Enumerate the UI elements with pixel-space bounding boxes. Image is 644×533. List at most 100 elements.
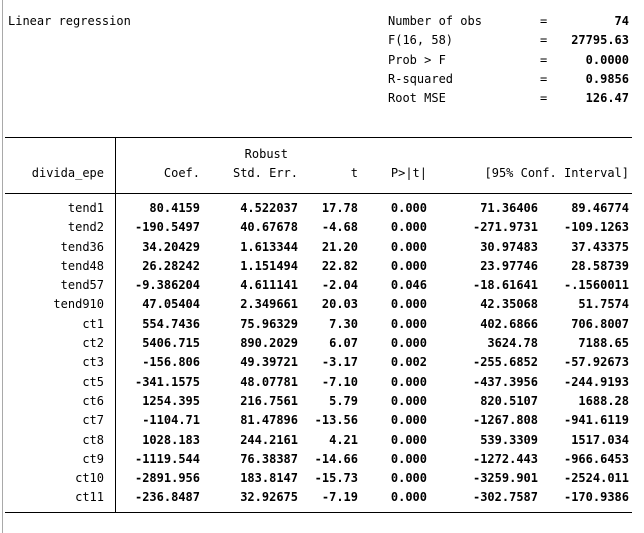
cell-p-value: 0.000	[390, 413, 427, 428]
cell-coefficient: 1028.183	[142, 432, 200, 447]
cell-t-statistic: -2.04	[321, 278, 358, 293]
cell-conf-low: 820.5107	[480, 393, 538, 408]
cell-conf-low: 23.97746	[480, 258, 538, 273]
equals-sign: =	[540, 52, 548, 67]
empty-cell	[0, 145, 104, 164]
cell-t-statistic: 21.20	[321, 239, 358, 254]
stat-value: 0.9856	[585, 71, 629, 86]
stat-value: 74	[614, 14, 629, 28]
cell-coefficient: -1104.71	[142, 413, 200, 428]
coef-table-row: ct8 1028.183 244.2161 4.21 0.000 539.330…	[0, 431, 644, 450]
cell-std-err: 49.39721	[240, 355, 298, 370]
col-header-t: t	[350, 166, 358, 181]
cell-conf-high: 28.58739	[571, 258, 629, 273]
stat-row-root-mse: Root MSE = 126.47	[388, 89, 629, 108]
cell-conf-low: -302.7587	[472, 490, 538, 505]
cell-coefficient: 26.28242	[142, 258, 200, 273]
cell-p-value: 0.046	[390, 278, 427, 293]
cell-conf-high: -244.9193	[563, 374, 629, 389]
cell-std-err: 40.67678	[240, 220, 298, 235]
cell-std-err: 81.47896	[240, 413, 298, 428]
cell-variable-name: ct5	[82, 374, 104, 389]
coef-table-header: Robust divida_epe Coef. Std. Err. t P>|t…	[0, 138, 644, 184]
cell-variable-name: ct7	[82, 413, 104, 428]
cell-conf-low: -1272.443	[472, 451, 538, 466]
cell-variable-name: tend2	[67, 220, 104, 235]
cell-variable-name: ct8	[82, 432, 104, 447]
stat-value: 0.0000	[585, 52, 629, 67]
stat-label: Root MSE	[388, 91, 446, 106]
cell-std-err: 1.613344	[240, 239, 298, 254]
cell-variable-name: ct3	[82, 355, 104, 370]
cell-std-err: 32.92675	[240, 490, 298, 505]
cell-conf-low: -437.3956	[472, 374, 538, 389]
cell-std-err: 48.07781	[240, 374, 298, 389]
cell-variable-name: ct6	[82, 393, 104, 408]
cell-std-err: 216.7561	[240, 393, 298, 408]
cell-conf-high: -941.6119	[563, 413, 629, 428]
cell-p-value: 0.000	[390, 490, 427, 505]
cell-variable-name: ct2	[82, 336, 104, 351]
cell-coefficient: -1119.544	[134, 451, 200, 466]
cell-std-err: 183.8147	[240, 471, 298, 486]
cell-coefficient: 80.4159	[149, 201, 200, 215]
summary-stats: Number of obs = 74 F(16, 58) = 27795.63 …	[388, 12, 629, 108]
cell-p-value: 0.000	[390, 220, 427, 235]
cell-conf-low: -18.61641	[472, 278, 538, 293]
coef-table-row: ct9 -1119.544 76.38387 -14.66 0.000 -127…	[0, 450, 644, 469]
coef-table-row: tend1 80.4159 4.522037 17.78 0.000 71.36…	[0, 199, 644, 218]
cell-conf-high: 706.8007	[571, 316, 629, 331]
cell-t-statistic: -15.73	[314, 471, 358, 486]
cell-std-err: 76.38387	[240, 451, 298, 466]
stat-row-prob-f: Prob > F = 0.0000	[388, 51, 629, 70]
stat-value: 27795.63	[571, 33, 629, 48]
cell-t-statistic: 4.21	[329, 432, 358, 447]
cell-variable-name: ct11	[75, 490, 104, 505]
cell-p-value: 0.000	[390, 451, 427, 466]
stat-row-number-of-obs: Number of obs = 74	[388, 12, 629, 31]
depvar-name: divida_epe	[31, 166, 104, 181]
cell-conf-low: -1267.808	[472, 413, 538, 428]
coef-table-row: ct5 -341.1575 48.07781 -7.10 0.000 -437.…	[0, 373, 644, 392]
cell-coefficient: 34.20429	[142, 239, 200, 254]
cell-p-value: 0.000	[390, 471, 427, 486]
cell-t-statistic: 5.79	[329, 393, 358, 408]
stat-label: Number of obs	[388, 14, 482, 28]
cell-conf-low: 402.6866	[480, 316, 538, 331]
cell-p-value: 0.000	[390, 316, 427, 331]
cell-conf-low: 30.97483	[480, 239, 538, 254]
cell-t-statistic: -13.56	[314, 413, 358, 428]
stat-label: F(16, 58)	[388, 33, 454, 48]
cell-std-err: 1.151494	[240, 258, 298, 273]
cell-std-err: 4.522037	[240, 201, 298, 215]
cell-coefficient: -190.5497	[134, 220, 200, 235]
coef-table-row: ct10 -2891.956 183.8147 -15.73 0.000 -32…	[0, 469, 644, 488]
cell-coefficient: -236.8487	[134, 490, 200, 505]
cell-p-value: 0.000	[390, 297, 427, 312]
cell-conf-low: 3624.78	[487, 336, 538, 351]
cell-conf-high: 1517.034	[571, 432, 629, 447]
cell-t-statistic: -3.17	[321, 355, 358, 370]
cell-p-value: 0.000	[390, 432, 427, 447]
table-header-rule	[5, 193, 632, 194]
header-row-robust: Robust	[0, 145, 644, 164]
cell-conf-high: 7188.65	[578, 336, 629, 351]
cell-conf-high: -170.9386	[563, 490, 629, 505]
coef-table-row: tend57 -9.386204 4.611141 -2.04 0.046 -1…	[0, 276, 644, 295]
cell-t-statistic: 20.03	[321, 297, 358, 312]
coef-table-row: ct7 -1104.71 81.47896 -13.56 0.000 -1267…	[0, 411, 644, 430]
stat-row-r-squared: R-squared = 0.9856	[388, 70, 629, 89]
cell-t-statistic: -7.19	[321, 490, 358, 505]
coef-table-row: ct1 554.7436 75.96329 7.30 0.000 402.686…	[0, 315, 644, 334]
cell-coefficient: -9.386204	[134, 278, 200, 293]
cell-conf-high: 37.43375	[571, 239, 629, 254]
cell-coefficient: -2891.956	[134, 471, 200, 486]
stat-label: Prob > F	[388, 52, 446, 67]
coef-table-row: ct3 -156.806 49.39721 -3.17 0.002 -255.6…	[0, 353, 644, 372]
coef-table-row: tend2 -190.5497 40.67678 -4.68 0.000 -27…	[0, 218, 644, 237]
cell-conf-high: -57.92673	[563, 355, 629, 370]
cell-std-err: 244.2161	[240, 432, 298, 447]
cell-t-statistic: -7.10	[321, 374, 358, 389]
equals-sign: =	[540, 14, 548, 28]
window-left-border	[2, 0, 3, 533]
